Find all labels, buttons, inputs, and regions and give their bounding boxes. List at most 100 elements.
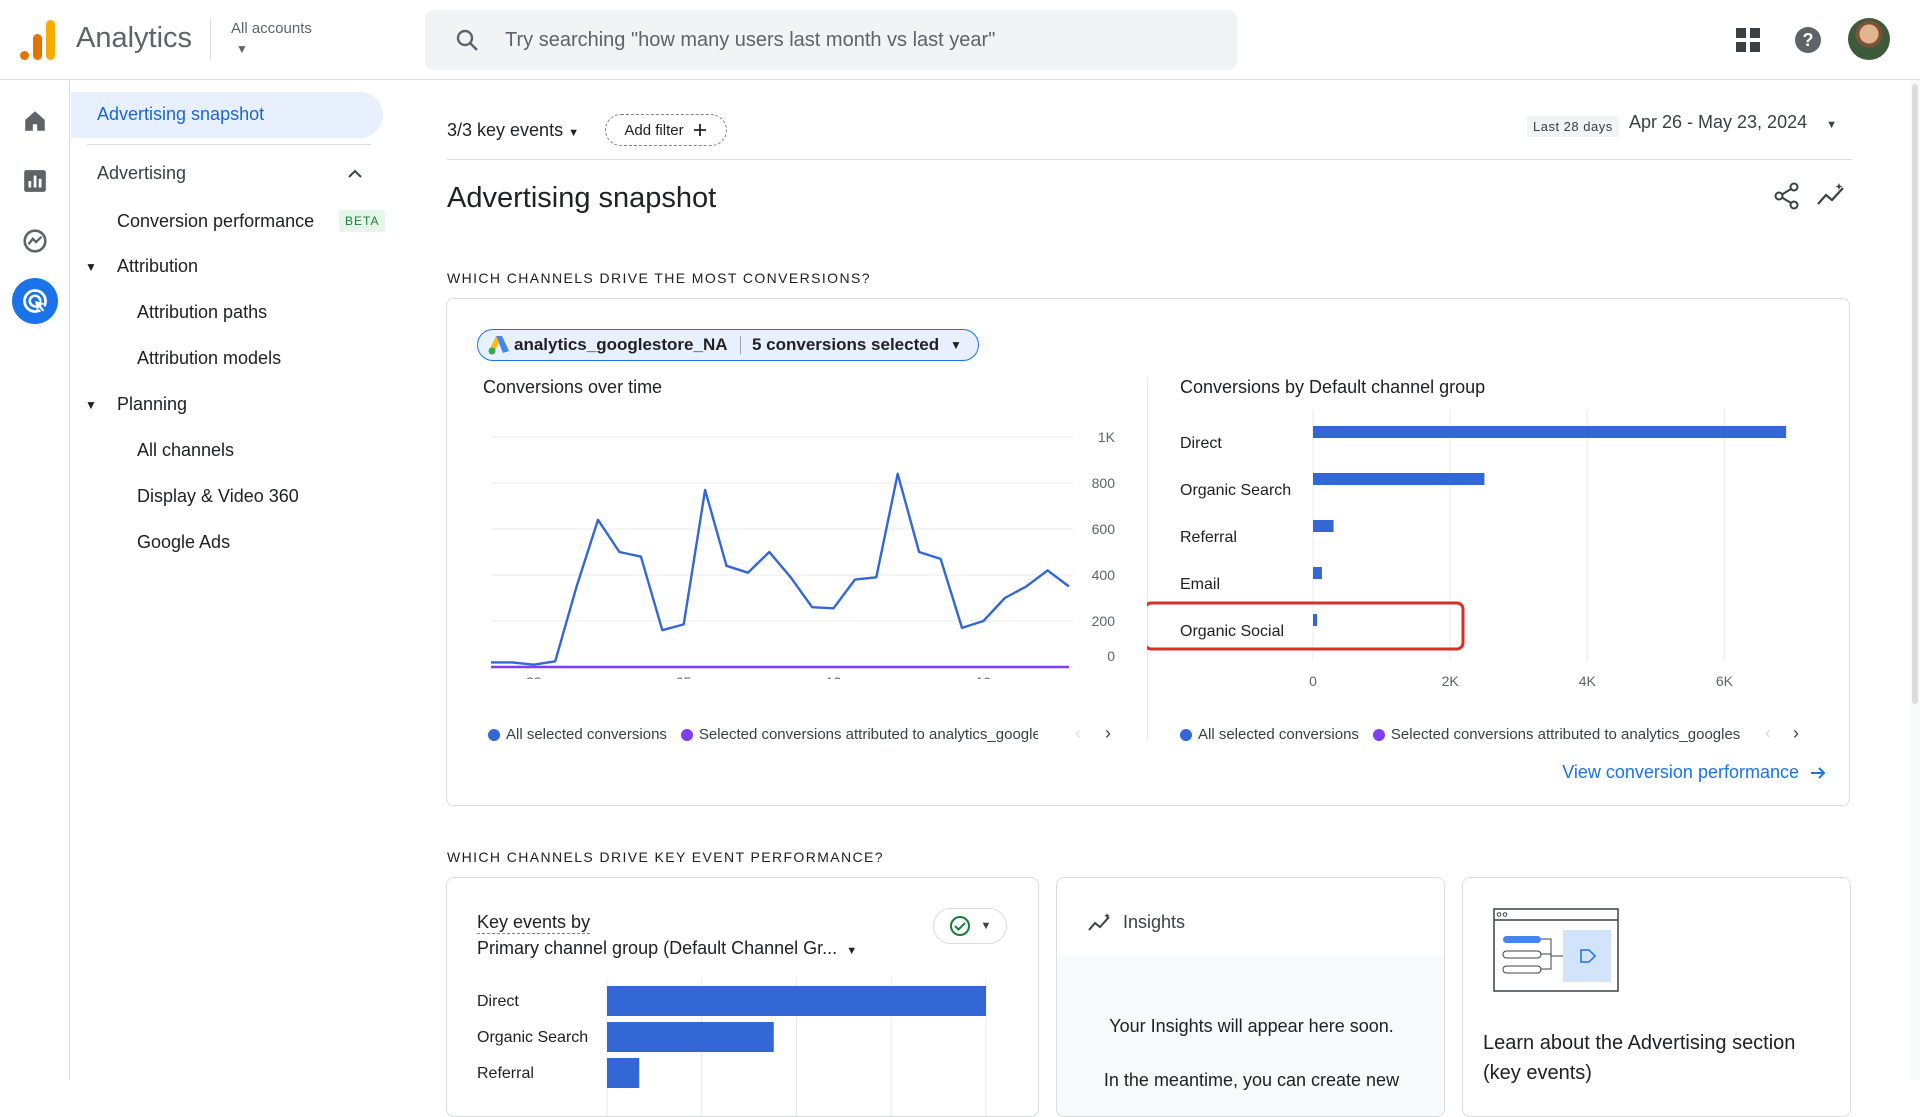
account-selector-label[interactable]: All accounts bbox=[231, 20, 312, 37]
link-label: View conversion performance bbox=[1562, 762, 1799, 782]
expand-triangle-icon[interactable]: ▼ bbox=[85, 260, 97, 274]
bar bbox=[1313, 520, 1334, 532]
date-range-label: Apr 26 - May 23, 2024 bbox=[1629, 112, 1808, 132]
insights-sparkline-icon bbox=[1088, 913, 1110, 931]
search-input[interactable] bbox=[505, 22, 1205, 58]
account-selector-caret-icon[interactable]: ▼ bbox=[236, 42, 248, 56]
category-label: Referral bbox=[1180, 529, 1237, 546]
view-conversion-performance-link[interactable]: View conversion performance bbox=[1562, 762, 1827, 783]
sidebar-item-attribution-models[interactable]: Attribution models bbox=[137, 348, 282, 368]
reports-icon[interactable] bbox=[12, 158, 58, 204]
scrollbar-thumb[interactable] bbox=[1912, 84, 1918, 704]
divider bbox=[210, 18, 211, 60]
avatar[interactable] bbox=[1848, 18, 1890, 60]
category-label: Email bbox=[1180, 576, 1220, 593]
date-range-selector[interactable]: Apr 26 - May 23, 2024 ▼ bbox=[1629, 112, 1837, 133]
sidebar-group-planning[interactable]: Planning bbox=[117, 394, 188, 414]
insights-title: Insights bbox=[1123, 912, 1186, 932]
analytics-logo-icon[interactable] bbox=[18, 18, 58, 62]
key-events-selector[interactable]: 3/3 key events ▼ bbox=[447, 120, 579, 141]
arrow-right-icon bbox=[1811, 766, 1826, 779]
key-events-bar-chart: Direct Organic Search Referral bbox=[477, 978, 987, 1116]
advertising-icon[interactable] bbox=[12, 278, 58, 324]
caret-down-icon: ▼ bbox=[568, 127, 579, 139]
bar bbox=[1313, 473, 1485, 485]
key-events-card: Key events by Primary channel group (Def… bbox=[446, 877, 1039, 1117]
account-conversion-selector[interactable]: analytics_googlestore_NA 5 conversions s… bbox=[477, 329, 979, 361]
sidebar-item-dv360[interactable]: Display & Video 360 bbox=[137, 486, 299, 506]
section-heading-key-events: WHICH CHANNELS DRIVE KEY EVENT PERFORMAN… bbox=[447, 849, 884, 865]
help-icon[interactable]: ? bbox=[1790, 22, 1826, 58]
learn-card[interactable]: Learn about the Advertising section (key… bbox=[1462, 877, 1851, 1117]
insights-sparkline-icon[interactable] bbox=[1815, 180, 1847, 212]
divider bbox=[740, 336, 741, 354]
status-selector[interactable]: ▼ bbox=[933, 908, 1007, 944]
x-tick-label: 6K bbox=[1716, 673, 1734, 689]
divider bbox=[1147, 377, 1148, 741]
chevron-up-icon[interactable] bbox=[347, 168, 363, 180]
x-tick-label: 0 bbox=[1309, 673, 1317, 689]
page-title: Advertising snapshot bbox=[447, 182, 717, 214]
category-label: Direct bbox=[477, 993, 519, 1010]
section-heading-conversions: WHICH CHANNELS DRIVE THE MOST CONVERSION… bbox=[447, 270, 871, 286]
primary-channel-label: Primary channel group (Default Channel G… bbox=[477, 938, 838, 958]
sidebar-item-conversion-performance[interactable]: Conversion performance bbox=[117, 211, 315, 231]
y-tick-label: 800 bbox=[1092, 475, 1116, 491]
conversions-card: analytics_googlestore_NA 5 conversions s… bbox=[446, 298, 1850, 806]
divider bbox=[87, 144, 371, 145]
date-range-chip: Last 28 days bbox=[1527, 116, 1619, 137]
expand-triangle-icon[interactable]: ▼ bbox=[85, 398, 97, 412]
add-filter-button[interactable]: Add filter bbox=[605, 114, 727, 146]
x-tick-label: 2K bbox=[1442, 673, 1460, 689]
legend-prev-icon[interactable]: ‹ bbox=[1075, 723, 1081, 743]
app-title: Analytics bbox=[76, 22, 193, 54]
caret-down-icon: ▼ bbox=[846, 945, 858, 957]
sidebar-item-all-channels[interactable]: All channels bbox=[137, 440, 235, 460]
caret-down-icon: ▼ bbox=[980, 920, 992, 932]
beta-badge: BETA bbox=[339, 210, 386, 232]
google-ads-icon bbox=[488, 336, 509, 355]
legend-dot bbox=[1372, 728, 1385, 741]
sidebar-item-label: Advertising snapshot bbox=[97, 104, 265, 124]
legend-dot bbox=[680, 728, 693, 741]
key-events-label: 3/3 key events bbox=[447, 120, 564, 140]
y-tick-label: 600 bbox=[1092, 521, 1116, 537]
legend-next-icon[interactable]: › bbox=[1105, 723, 1111, 743]
share-icon[interactable] bbox=[1771, 180, 1803, 212]
line-chart-title: Conversions over time bbox=[483, 377, 663, 397]
legend-label: Selected conversions attributed to analy… bbox=[698, 726, 1038, 743]
category-label: Referral bbox=[477, 1065, 534, 1082]
x-tick-label: 19 bbox=[976, 674, 992, 679]
series-line bbox=[491, 472, 1070, 666]
category-label: Organic Search bbox=[477, 1029, 588, 1046]
conversions-line-chart: 02004006008001K28Apr05May1219 bbox=[491, 429, 1116, 679]
key-events-title[interactable]: Key events by bbox=[477, 912, 591, 934]
explore-icon[interactable] bbox=[12, 218, 58, 264]
svg-text:?: ? bbox=[1803, 30, 1814, 50]
bar bbox=[1313, 567, 1322, 579]
caret-down-icon: ▼ bbox=[1826, 119, 1838, 131]
legend-next-icon[interactable]: › bbox=[1793, 723, 1799, 743]
sidebar-item-advertising-snapshot[interactable]: Advertising snapshot bbox=[71, 92, 383, 138]
bar bbox=[607, 1058, 640, 1088]
home-icon[interactable] bbox=[12, 98, 58, 144]
main-content: 3/3 key events ▼ Add filter Last 28 days… bbox=[391, 80, 1920, 1117]
category-label: Direct bbox=[1180, 435, 1222, 452]
sidebar-item-attribution-paths[interactable]: Attribution paths bbox=[137, 302, 268, 322]
insights-body: Your Insights will appear here soon. In … bbox=[1057, 956, 1444, 1116]
search-icon bbox=[456, 29, 478, 51]
legend-dot bbox=[1180, 728, 1192, 741]
sidebar-group-attribution[interactable]: Attribution bbox=[117, 256, 199, 276]
primary-channel-selector[interactable]: Primary channel group (Default Channel G… bbox=[477, 938, 857, 959]
sidebar-group-advertising[interactable]: Advertising bbox=[97, 163, 187, 183]
scrollbar-track[interactable] bbox=[1910, 80, 1920, 1080]
legend-prev-icon[interactable]: ‹ bbox=[1765, 723, 1771, 743]
search-bar[interactable] bbox=[425, 10, 1237, 70]
apps-grid-icon[interactable] bbox=[1730, 22, 1766, 58]
bar bbox=[607, 1022, 774, 1052]
line-chart-legend: All selected conversions Selected conver… bbox=[488, 726, 1038, 743]
x-tick-label: 4K bbox=[1579, 673, 1597, 689]
account-name: analytics_googlestore_NA bbox=[514, 335, 728, 354]
tag-illustration-icon bbox=[1493, 908, 1619, 992]
sidebar-item-google-ads[interactable]: Google Ads bbox=[137, 532, 231, 552]
